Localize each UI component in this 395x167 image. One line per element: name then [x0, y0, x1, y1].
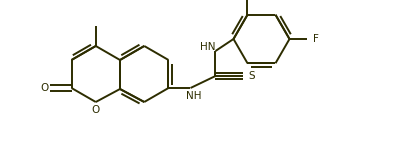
Text: O: O: [40, 83, 49, 93]
Text: S: S: [248, 71, 255, 81]
Text: NH: NH: [186, 91, 201, 101]
Text: F: F: [312, 34, 318, 44]
Text: HN: HN: [200, 42, 215, 52]
Text: O: O: [92, 105, 100, 115]
